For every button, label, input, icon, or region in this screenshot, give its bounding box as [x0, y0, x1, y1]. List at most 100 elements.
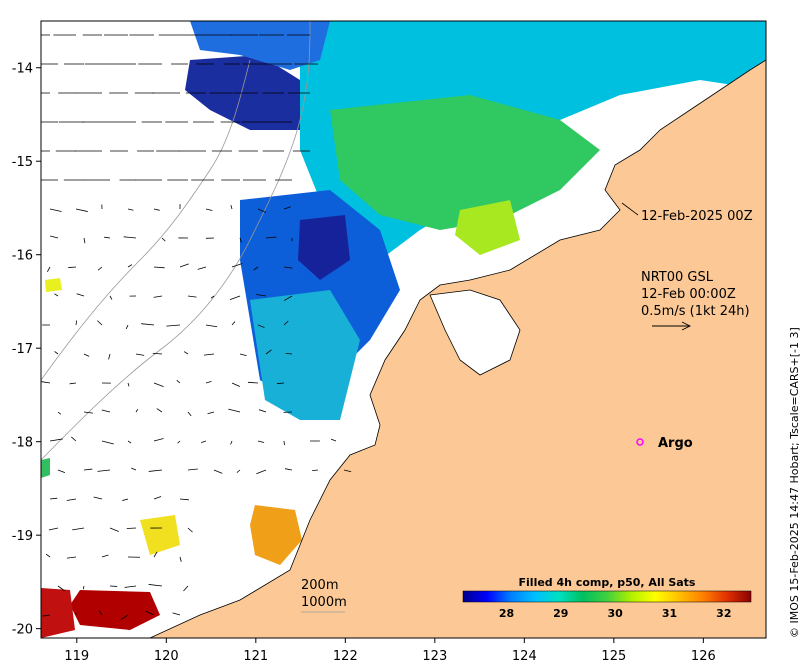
current-vector-arrow — [101, 440, 114, 445]
contour-1000m-line — [41, 21, 311, 461]
current-vector-arrow — [230, 204, 233, 210]
current-vector-arrow — [57, 411, 62, 415]
current-vector-arrow — [253, 266, 259, 271]
colorbar-tick-label: 31 — [662, 607, 677, 620]
y-tick-label: -14 — [12, 62, 33, 77]
current-vector-arrow — [153, 496, 162, 500]
current-vector-arrow — [54, 351, 59, 355]
current-vector-arrow — [205, 324, 218, 328]
argo-float-marker — [636, 438, 644, 446]
current-vector-arrow — [276, 382, 285, 385]
colorbar-tick-label: 32 — [716, 607, 731, 620]
current-vector-arrow — [148, 469, 163, 472]
current-vector-arrow — [177, 440, 181, 444]
current-vector-arrow — [54, 293, 59, 297]
current-vector-arrow — [153, 551, 158, 558]
current-vector-arrow — [109, 295, 113, 300]
current-vector-arrow — [265, 349, 272, 355]
sst-patch-red-south — [70, 590, 160, 630]
current-vector-arrow — [231, 321, 236, 326]
timestamp-label: 12-Feb-2025 00Z — [641, 209, 753, 224]
current-vector-arrow — [141, 323, 155, 326]
current-vector-arrow — [135, 409, 139, 413]
current-vector-arrow — [127, 440, 132, 444]
current-vector-arrow — [123, 236, 137, 239]
current-vector-arrow — [47, 266, 51, 272]
current-vector-arrow — [83, 353, 90, 357]
sst-patch-orange-south — [250, 505, 302, 565]
current-vector-arrow — [72, 527, 85, 531]
current-vector-arrow — [330, 438, 337, 442]
sst-patch-lightgreen — [455, 200, 520, 255]
current-vector-arrow — [126, 527, 137, 529]
current-vector-arrow — [285, 352, 293, 355]
current-vector-arrow — [161, 237, 166, 242]
current-vector-arrow — [108, 353, 111, 360]
current-vector-arrow — [207, 411, 215, 415]
current-vector-arrow — [71, 436, 77, 442]
current-scale-label: 0.5m/s (1kt 24h) — [641, 304, 750, 319]
current-vector-arrow — [49, 497, 58, 500]
current-vector-arrow — [127, 264, 133, 268]
current-vector-arrow — [124, 585, 137, 588]
current-vector-arrow — [83, 468, 93, 471]
current-vector-arrow — [98, 610, 103, 616]
current-vector-arrow — [156, 408, 163, 413]
current-vector-arrow — [127, 208, 134, 211]
current-vector-arrow — [75, 320, 78, 326]
current-vector-arrow — [229, 295, 241, 301]
current-vector-arrow — [210, 295, 215, 299]
y-axis: -14 -15 -16 -17 -18 -19 -20 — [12, 62, 41, 638]
current-vector-arrow — [82, 585, 85, 590]
current-vector-arrow — [153, 382, 164, 387]
scale-arrow — [652, 321, 692, 331]
current-time-label: 12-Feb 00:00Z — [641, 287, 736, 302]
current-vector-arrow — [66, 556, 77, 559]
current-vector-arrow — [258, 409, 267, 413]
current-vector-arrow — [187, 295, 197, 298]
sst-patch-cyan-central — [250, 290, 360, 420]
current-vector-arrow — [257, 440, 265, 443]
copyright-label: © IMOS 15-Feb-2025 14:47 Hobart; Tscale=… — [788, 327, 801, 638]
x-tick-label: 124 — [512, 649, 537, 664]
current-vector-arrow — [283, 266, 293, 269]
current-vector-arrow — [97, 266, 103, 271]
y-tick-label: -19 — [12, 529, 33, 544]
current-vector-arrow — [48, 527, 59, 531]
current-vector-arrow — [257, 324, 265, 328]
sst-patch-yellow-south — [140, 515, 180, 555]
current-vector-arrow — [187, 527, 193, 533]
colorbar-tick-label: 29 — [553, 607, 568, 620]
plot-frame — [40, 20, 767, 639]
current-vector-arrow — [183, 585, 189, 592]
current-vector-arrow — [109, 527, 119, 532]
current-vector-arrow — [42, 614, 51, 617]
y-tick-label: -20 — [12, 623, 33, 638]
current-vector-arrow — [97, 469, 111, 472]
current-vector-arrow — [57, 469, 66, 474]
current-vector-arrow — [83, 237, 86, 244]
current-vector-arrow — [75, 208, 88, 212]
current-vector-arrow — [197, 266, 207, 270]
current-vector-arrow — [49, 438, 63, 442]
current-vector-arrow — [153, 295, 163, 298]
x-tick-label: 122 — [333, 649, 358, 664]
current-vector-arrow — [49, 208, 62, 212]
king-sound-inlet — [429, 289, 521, 376]
sst-patch-green — [330, 95, 600, 230]
current-vector-arrow — [257, 208, 267, 213]
current-vector-arrow — [231, 382, 241, 387]
colorbar-tick-label: 30 — [607, 607, 623, 620]
current-source-label: NRT00 GSL — [641, 270, 714, 285]
current-vector-arrow — [205, 381, 212, 384]
x-tick-label: 125 — [601, 649, 626, 664]
sst-data-layer — [41, 21, 766, 638]
current-vector-arrow — [283, 320, 289, 326]
current-vector-arrow — [201, 440, 207, 443]
current-vector-arrow — [120, 614, 129, 620]
current-vector-arrow — [148, 584, 163, 587]
current-vector-arrow — [176, 380, 181, 384]
x-axis: 119 120 121 122 123 124 125 126 — [64, 638, 716, 664]
current-vector-arrow — [57, 585, 65, 592]
current-vector-arrow — [312, 469, 319, 472]
